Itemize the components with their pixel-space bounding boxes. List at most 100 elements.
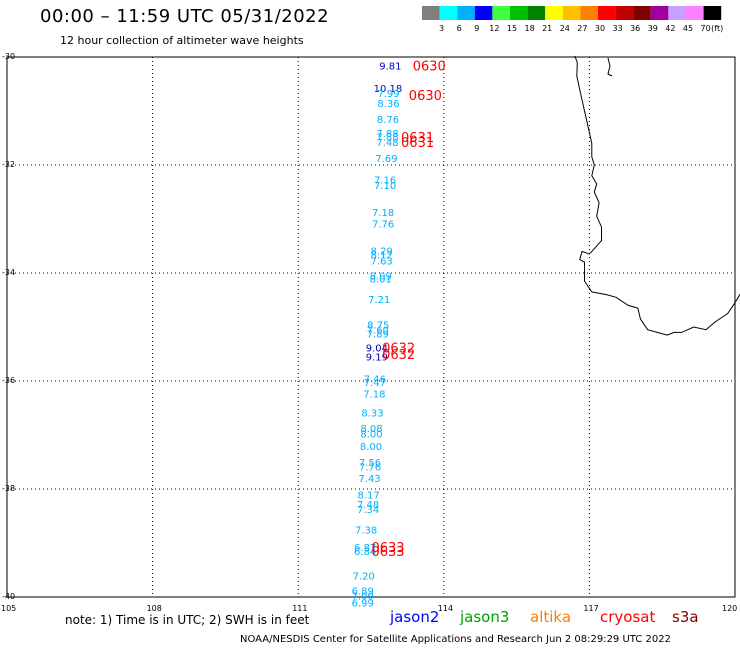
lat-tick-label: -34 xyxy=(2,268,16,277)
time-label: 0631 xyxy=(401,131,434,146)
wave-height-value: 7.18 xyxy=(372,208,394,219)
lon-tick-label: 120 xyxy=(722,604,738,613)
wave-height-value: 8.09 xyxy=(370,272,392,283)
lon-tick-label: 114 xyxy=(437,604,454,613)
lon-tick-label: 117 xyxy=(583,604,599,613)
wave-height-value: 7.88 xyxy=(376,129,398,140)
legend-swatch xyxy=(650,6,669,20)
lat-tick-label: -32 xyxy=(2,160,16,169)
lat-tick-label: -40 xyxy=(2,592,16,601)
lat-tick-label: -36 xyxy=(2,376,16,385)
legend-unit-label: (ft) xyxy=(711,24,723,33)
legend-swatch xyxy=(668,6,686,20)
lon-tick-label: 111 xyxy=(292,604,308,613)
legend-swatch xyxy=(474,6,493,20)
footer-credit: NOAA/NESDIS Center for Satellite Applica… xyxy=(240,634,671,645)
wave-height-value: 9.81 xyxy=(379,62,401,73)
map-frame xyxy=(6,56,736,598)
wave-height-value: 8.36 xyxy=(377,99,399,110)
note-text: note: 1) Time is in UTC; 2) SWH is in fe… xyxy=(65,613,310,627)
legend-bin-label: 21 xyxy=(542,24,552,33)
wave-height-value: 7.46 xyxy=(364,374,386,385)
legend-swatch xyxy=(422,6,440,20)
wave-height-value: 7.38 xyxy=(355,526,377,537)
wave-height-value: 8.12 xyxy=(371,251,393,262)
wave-height-value: 7.48 xyxy=(376,138,398,149)
time-label: 0632 xyxy=(382,342,415,357)
wave-height-value: 7.18 xyxy=(363,389,385,400)
coastline-feature xyxy=(607,57,613,77)
legend-swatch xyxy=(492,6,510,20)
wave-height-value: 8.08 xyxy=(360,424,382,435)
lon-tick-label: 105 xyxy=(1,604,17,613)
legend-swatch xyxy=(510,6,528,20)
legend-swatch xyxy=(527,6,546,20)
legend-bin-label: 45 xyxy=(683,24,693,33)
legend-bin-label: 39 xyxy=(648,24,658,33)
map-subtitle: 12 hour collection of altimeter wave hei… xyxy=(60,34,304,47)
wave-height-value: 8.75 xyxy=(367,320,389,331)
legend-bin-label: 42 xyxy=(665,24,675,33)
wave-height-value: 7.20 xyxy=(353,571,375,582)
legend-swatch xyxy=(457,6,475,20)
wave-height-value: 7.09 xyxy=(352,591,374,602)
time-label: 0633 xyxy=(371,541,404,556)
coastline xyxy=(574,55,740,336)
wave-height-value: 7.10 xyxy=(374,181,396,192)
time-label: 0632 xyxy=(382,348,415,363)
legend-bin-label: 27 xyxy=(577,24,587,33)
legend-bin-label: 33 xyxy=(613,24,623,33)
legend-bin-label: 6 xyxy=(457,24,462,33)
wave-height-value: 7.43 xyxy=(358,474,380,485)
map-title: 00:00 – 11:59 UTC 05/31/2022 xyxy=(40,6,330,27)
wave-height-value: 6.99 xyxy=(352,598,374,609)
wave-height-value: 7.34 xyxy=(357,505,379,516)
wave-height-value: 10.18 xyxy=(374,84,403,95)
wave-height-value: 9.19 xyxy=(366,353,388,364)
legend-bin-label: 30 xyxy=(595,24,605,33)
lat-tick-label: -38 xyxy=(2,484,16,493)
wave-height-value: 6.89 xyxy=(352,587,374,598)
time-label: 0630 xyxy=(413,60,446,75)
satellite-label-jason3: jason3 xyxy=(460,608,510,626)
wave-height-value: 8.01 xyxy=(370,274,392,285)
wave-height-value: 7.48 xyxy=(357,500,379,511)
legend-swatch xyxy=(580,6,598,20)
wave-height-value: 6.84 xyxy=(354,547,376,558)
legend-swatch xyxy=(545,6,563,20)
legend-bin-label: 3 xyxy=(439,24,444,33)
wave-height-value: 7.47 xyxy=(364,378,386,389)
color-legend: 3 6 9 12 15 18 21 24 27 30 33 36 39 42 45 70 (ft) xyxy=(422,6,723,33)
lat-tick-label: -30 xyxy=(2,52,16,61)
satellite-label-altika: altika xyxy=(530,608,572,626)
legend-bin-label: 15 xyxy=(507,24,517,33)
lon-tick-label: 108 xyxy=(146,604,162,613)
wave-height-value: 7.21 xyxy=(368,295,390,306)
legend-swatch xyxy=(703,6,722,20)
legend-bin-label: 36 xyxy=(630,24,640,33)
legend-bin-label: 9 xyxy=(474,24,479,33)
wave-height-value: 9.04 xyxy=(366,344,388,355)
wave-height-value: 7.76 xyxy=(359,462,381,473)
legend-bin-label: 18 xyxy=(525,24,535,33)
wave-height-value: 7.16 xyxy=(374,176,396,187)
wave-height-value: 7.99 xyxy=(377,89,399,100)
satellite-label-jason2: jason2 xyxy=(390,608,440,626)
legend-swatch xyxy=(633,6,651,20)
time-label: 0631 xyxy=(401,136,434,151)
wave-height-value: 7.63 xyxy=(371,257,393,268)
time-label: 0630 xyxy=(409,89,442,104)
wave-height-value: 8.00 xyxy=(360,429,382,440)
wave-height-value: 7.69 xyxy=(375,154,397,165)
legend-swatch xyxy=(562,6,581,20)
wave-height-value: 7.60 xyxy=(367,326,389,337)
satellite-label-cryosat: cryosat xyxy=(600,608,656,626)
legend-bin-label: 24 xyxy=(560,24,570,33)
time-label: 0633 xyxy=(371,545,404,560)
legend-swatch xyxy=(439,6,458,20)
wave-height-value: 7.89 xyxy=(367,329,389,340)
legend-bin-label: 70 xyxy=(701,24,711,33)
wave-height-value: 8.00 xyxy=(360,442,382,453)
wave-height-value: 8.17 xyxy=(357,490,379,501)
